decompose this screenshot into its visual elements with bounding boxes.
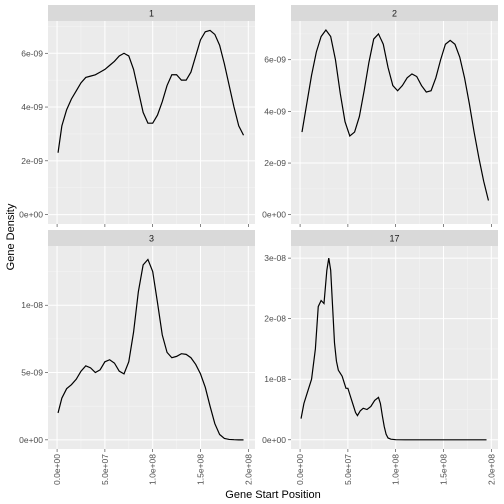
x-tick-label: 1.0e+08 bbox=[148, 454, 158, 485]
x-tick-label: 1.5e+08 bbox=[439, 454, 449, 485]
x-tick-label: 1.5e+08 bbox=[196, 454, 206, 485]
facet-panel: 3 0e+00 5e-09 1e-08 0.0e+00 5.0e+07 1.0e+08 1.5… bbox=[19, 230, 255, 485]
x-tick-label: 0.0e+00 bbox=[52, 454, 62, 485]
panel-background bbox=[291, 246, 498, 449]
y-axis-title: Gene Density bbox=[5, 203, 17, 270]
density-series-line bbox=[301, 29, 490, 201]
facet-strip bbox=[48, 230, 255, 246]
x-tick-label: 5.0e+07 bbox=[100, 454, 110, 485]
y-tick-label: 4e-09 bbox=[21, 102, 43, 112]
panel-background bbox=[291, 21, 498, 224]
facet-panel: 17 0e+00 1e-08 2e-08 3e-08 0.0e+00 5.0e+07 1.0e… bbox=[262, 230, 498, 485]
x-tick-label: 2.0e+08 bbox=[486, 454, 496, 485]
facet-strip-label: 2 bbox=[392, 9, 397, 19]
y-tick-label: 6e-09 bbox=[21, 48, 43, 58]
x-tick-label: 0.0e+00 bbox=[295, 454, 305, 485]
density-series-line bbox=[300, 258, 487, 441]
facet-panel: 2 0e+00 2e-09 4e-09 6e-09 bbox=[262, 5, 498, 227]
panel-background bbox=[48, 21, 255, 224]
y-tick-label: 1e-08 bbox=[21, 300, 43, 310]
facet-strip-label: 17 bbox=[389, 234, 399, 244]
y-tick-label: 6e-09 bbox=[264, 55, 286, 65]
x-tick-label: 5.0e+07 bbox=[343, 454, 353, 485]
y-tick-label: 5e-09 bbox=[21, 368, 43, 378]
y-tick-label: 2e-09 bbox=[264, 158, 286, 168]
density-series-line bbox=[57, 29, 245, 153]
y-tick-label: 0e+00 bbox=[262, 210, 286, 220]
y-tick-label: 4e-09 bbox=[264, 106, 286, 116]
x-tick-label: 2.0e+08 bbox=[243, 454, 253, 485]
y-tick-label: 3e-08 bbox=[264, 253, 286, 263]
facet-strip bbox=[291, 230, 498, 246]
y-tick-label: 0e+00 bbox=[19, 210, 43, 220]
facet-strip bbox=[291, 5, 498, 21]
density-series-line bbox=[57, 258, 244, 441]
y-tick-label: 0e+00 bbox=[262, 435, 286, 445]
y-tick-label: 1e-08 bbox=[264, 374, 286, 384]
y-tick-label: 2e-08 bbox=[264, 314, 286, 324]
facet-panel: 1 0e+00 2e-09 4e-09 6e-09 bbox=[19, 5, 255, 227]
y-tick-label: 0e+00 bbox=[19, 435, 43, 445]
x-tick-label: 1.0e+08 bbox=[391, 454, 401, 485]
facet-strip bbox=[48, 5, 255, 21]
facet-strip-label: 3 bbox=[149, 234, 154, 244]
panel-background bbox=[48, 246, 255, 449]
y-tick-label: 2e-09 bbox=[21, 156, 43, 166]
x-axis-title: Gene Start Position bbox=[225, 489, 320, 501]
facet-strip-label: 1 bbox=[149, 9, 154, 19]
